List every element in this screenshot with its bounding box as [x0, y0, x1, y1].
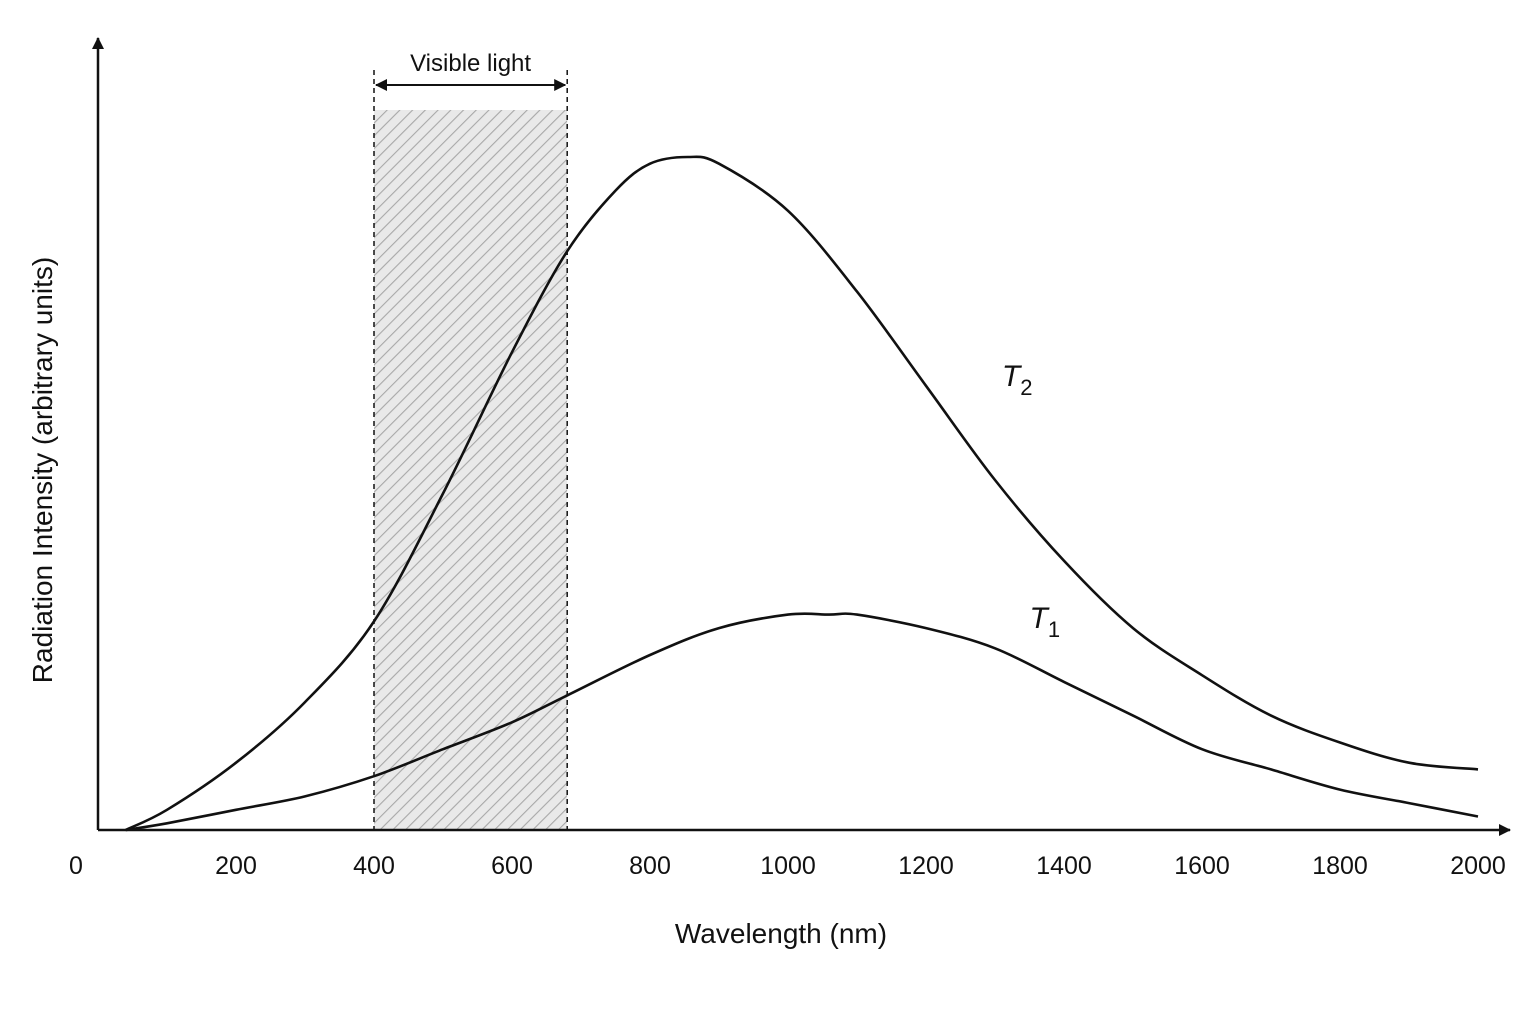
- series-layer: [125, 155, 1479, 832]
- visible-light-band: Visible light: [373, 50, 568, 830]
- x-tick-label-2000: 2000: [1450, 852, 1506, 880]
- x-tick-label-400: 400: [353, 852, 395, 880]
- series-label-t1: T1: [1030, 602, 1061, 642]
- x-tick-label-600: 600: [491, 852, 533, 880]
- series-line-t2: [125, 155, 1479, 832]
- x-tick-label-800: 800: [629, 852, 671, 880]
- y-axis-title: Radiation Intensity (arbitrary units): [27, 257, 58, 683]
- origin-label: 0: [69, 852, 83, 880]
- x-axis-title: Wavelength (nm): [675, 918, 887, 949]
- series-line-t1: [125, 612, 1479, 832]
- x-tick-label-200: 200: [215, 852, 257, 880]
- x-tick-label-1200: 1200: [898, 852, 954, 880]
- x-tick-label-1400: 1400: [1036, 852, 1092, 880]
- x-tick-label-1000: 1000: [760, 852, 816, 880]
- x-tick-label-1800: 1800: [1312, 852, 1368, 880]
- visible-band-label: Visible light: [410, 50, 531, 77]
- x-tick-labels: 200 400 600 800 1000 1200 1400 1600 1800 2000: [215, 852, 1506, 880]
- x-tick-label-1600: 1600: [1174, 852, 1230, 880]
- visible-band-hatch: [374, 110, 568, 830]
- series-label-t2: T2: [1002, 360, 1033, 400]
- curve-labels: T2 T1: [1002, 360, 1060, 642]
